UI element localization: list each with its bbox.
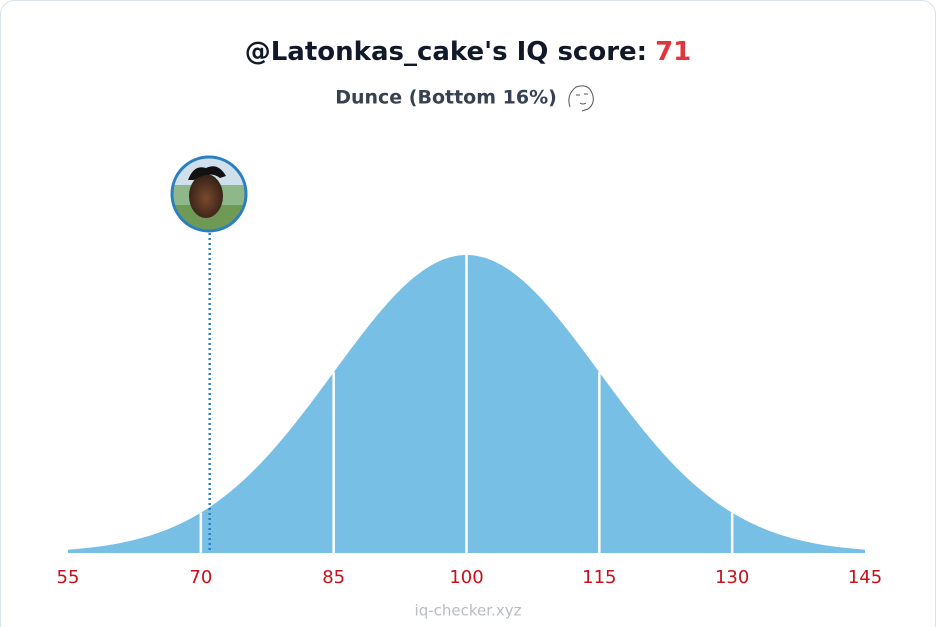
x-tick-label: 70 <box>189 567 212 588</box>
x-tick-label: 130 <box>715 567 749 588</box>
wojak-icon <box>568 85 594 112</box>
chart-title: @Latonkas_cake's IQ score: 71 <box>245 37 692 67</box>
x-tick-label: 100 <box>449 567 483 588</box>
x-tick-label: 145 <box>848 567 882 588</box>
avatar-hair <box>188 166 226 180</box>
avatar-photo <box>173 158 245 230</box>
score-value: 71 <box>655 37 691 67</box>
x-tick-label: 115 <box>582 567 616 588</box>
avatar <box>170 155 248 233</box>
avatar-face <box>189 174 223 218</box>
avatar-border <box>170 155 248 233</box>
footer: iq-checker.xyz <box>415 602 522 620</box>
subtitle: Dunce (Bottom 16%) <box>335 87 557 109</box>
title-text: @Latonkas_cake's IQ score: <box>245 37 647 67</box>
x-tick-label: 55 <box>57 567 80 588</box>
x-tick-label: 85 <box>322 567 345 588</box>
